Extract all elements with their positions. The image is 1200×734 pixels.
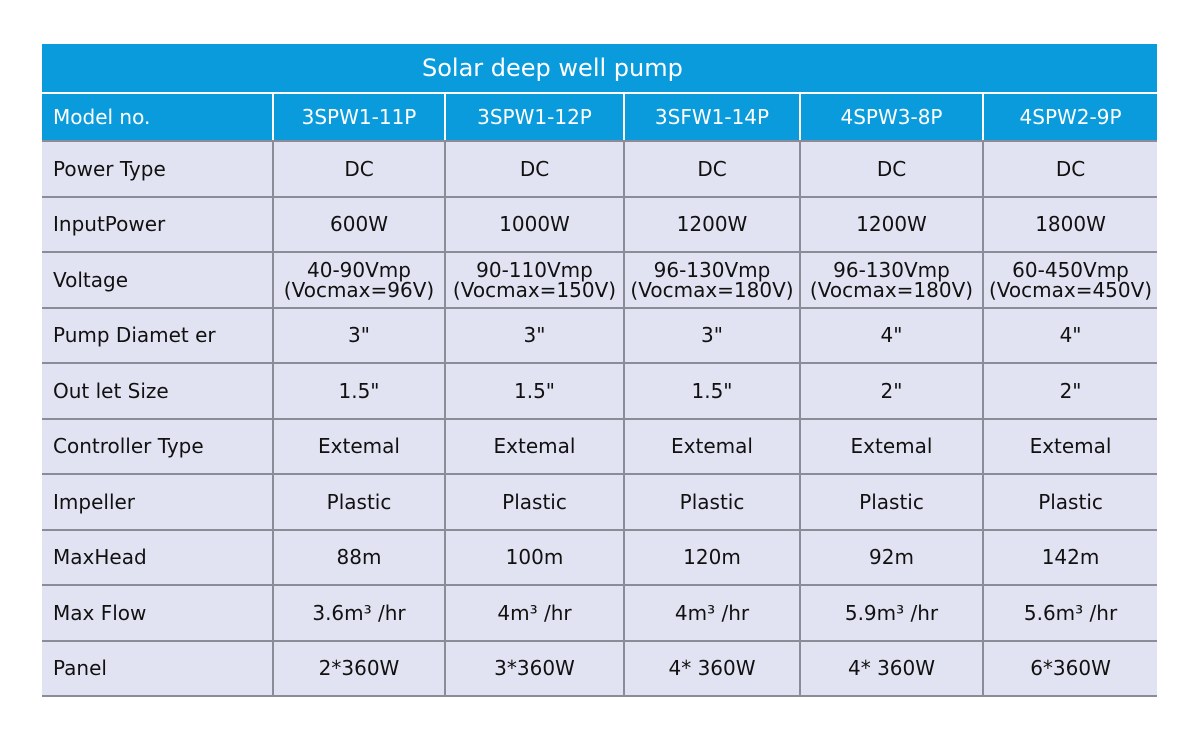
table-cell: Plastic	[799, 474, 983, 531]
table-cell: 2"	[799, 363, 983, 420]
table-cell: 5.6m³ /hr	[981, 585, 1158, 642]
row-label: Voltage	[42, 252, 273, 309]
table-cell: Plastic	[444, 474, 624, 531]
table-cell: 1200W	[623, 196, 800, 253]
table-row: Controller Type Extemal Extemal Extemal …	[42, 418, 1158, 475]
table-title: Solar deep well pump	[42, 44, 1158, 94]
voltage-vmp: 40-90Vmp	[307, 257, 411, 282]
table-row: Power Type DC DC DC DC DC	[42, 141, 1158, 198]
table-cell: 1.5"	[444, 363, 624, 420]
table-cell: 4"	[981, 307, 1158, 364]
table-cell: DC	[444, 141, 624, 198]
table-cell: Extemal	[272, 418, 445, 475]
table-row: Panel 2*360W 3*360W 4* 360W 4* 360W 6*36…	[42, 640, 1158, 697]
table-cell: 3"	[272, 307, 445, 364]
table-row: Voltage 40-90Vmp (Vocmax=96V) 90-110Vmp …	[42, 252, 1158, 309]
voltage-vocmax: (Vocmax=180V)	[630, 277, 794, 302]
table-cell: 120m	[623, 529, 800, 586]
table-cell: 4"	[799, 307, 983, 364]
table-cell: 4* 360W	[799, 640, 983, 697]
table-cell: 96-130Vmp (Vocmax=180V)	[623, 252, 800, 309]
model-header: 3SPW1-12P	[444, 93, 624, 142]
table-cell: Extemal	[444, 418, 624, 475]
table-cell: 40-90Vmp (Vocmax=96V)	[272, 252, 445, 309]
table-row: Pump Diamet er 3" 3" 3" 4" 4"	[42, 307, 1158, 364]
row-label: Controller Type	[42, 418, 273, 475]
table-cell: 4m³ /hr	[623, 585, 800, 642]
table-cell: 1000W	[444, 196, 624, 253]
row-label: Power Type	[42, 141, 273, 198]
table-cell: 3*360W	[444, 640, 624, 697]
voltage-vocmax: (Vocmax=450V)	[988, 277, 1153, 302]
row-label: Out let Size	[42, 363, 273, 420]
table-row: Out let Size 1.5" 1.5" 1.5" 2" 2"	[42, 363, 1158, 420]
table-cell: 92m	[799, 529, 983, 586]
table-cell: 1.5"	[272, 363, 445, 420]
table-cell: 90-110Vmp (Vocmax=150V)	[444, 252, 624, 309]
table-cell: 4* 360W	[623, 640, 800, 697]
header-label: Model no.	[42, 93, 273, 142]
table-cell: 3"	[444, 307, 624, 364]
table-cell: 600W	[272, 196, 445, 253]
table-cell: 2*360W	[272, 640, 445, 697]
table-cell: DC	[981, 141, 1158, 198]
row-label: InputPower	[42, 196, 273, 253]
voltage-vmp: 60-450Vmp	[1012, 257, 1129, 282]
table-cell: Extemal	[799, 418, 983, 475]
table-cell: Plastic	[981, 474, 1158, 531]
row-label: Panel	[42, 640, 273, 697]
voltage-vocmax: (Vocmax=180V)	[809, 277, 974, 302]
table-cell: Plastic	[272, 474, 445, 531]
table-cell: 2"	[981, 363, 1158, 420]
table-cell: 96-130Vmp (Vocmax=180V)	[799, 252, 983, 309]
table-cell: DC	[272, 141, 445, 198]
spec-table: Solar deep well pump Model no. 3SPW1-11P…	[42, 44, 1158, 697]
row-label: Max Flow	[42, 585, 273, 642]
table-row: Max Flow 3.6m³ /hr 4m³ /hr 4m³ /hr 5.9m³…	[42, 585, 1158, 642]
table-cell: Plastic	[623, 474, 800, 531]
model-header: 4SPW2-9P	[981, 93, 1158, 142]
table-cell: Extemal	[981, 418, 1158, 475]
voltage-vocmax: (Vocmax=150V)	[452, 277, 617, 302]
title-row: Solar deep well pump	[42, 44, 1158, 94]
row-label: Impeller	[42, 474, 273, 531]
table-cell: 142m	[981, 529, 1158, 586]
table-row: MaxHead 88m 100m 120m 92m 142m	[42, 529, 1158, 586]
voltage-vocmax: (Vocmax=96V)	[283, 277, 435, 302]
row-label: Pump Diamet er	[42, 307, 273, 364]
table-cell: 88m	[272, 529, 445, 586]
table-cell: 1800W	[981, 196, 1158, 253]
table-cell: 100m	[444, 529, 624, 586]
table-cell: Extemal	[623, 418, 800, 475]
table-cell: 60-450Vmp (Vocmax=450V)	[981, 252, 1158, 309]
table-cell: 1200W	[799, 196, 983, 253]
voltage-vmp: 96-130Vmp	[833, 257, 950, 282]
table-cell: 1.5"	[623, 363, 800, 420]
table-row: InputPower 600W 1000W 1200W 1200W 1800W	[42, 196, 1158, 253]
table-row: Impeller Plastic Plastic Plastic Plastic…	[42, 474, 1158, 531]
table-cell: 3"	[623, 307, 800, 364]
model-header: 3SFW1-14P	[623, 93, 800, 142]
table-cell: 5.9m³ /hr	[799, 585, 983, 642]
model-header: 4SPW3-8P	[799, 93, 983, 142]
table-cell: DC	[799, 141, 983, 198]
voltage-vmp: 96-130Vmp	[653, 257, 771, 282]
model-header: 3SPW1-11P	[272, 93, 445, 142]
table-cell: DC	[623, 141, 800, 198]
table-cell: 6*360W	[981, 640, 1158, 697]
table-cell: 4m³ /hr	[444, 585, 624, 642]
row-label: MaxHead	[42, 529, 273, 586]
table-cell: 3.6m³ /hr	[272, 585, 445, 642]
voltage-vmp: 90-110Vmp	[476, 257, 593, 282]
header-row: Model no. 3SPW1-11P 3SPW1-12P 3SFW1-14P …	[42, 93, 1158, 142]
